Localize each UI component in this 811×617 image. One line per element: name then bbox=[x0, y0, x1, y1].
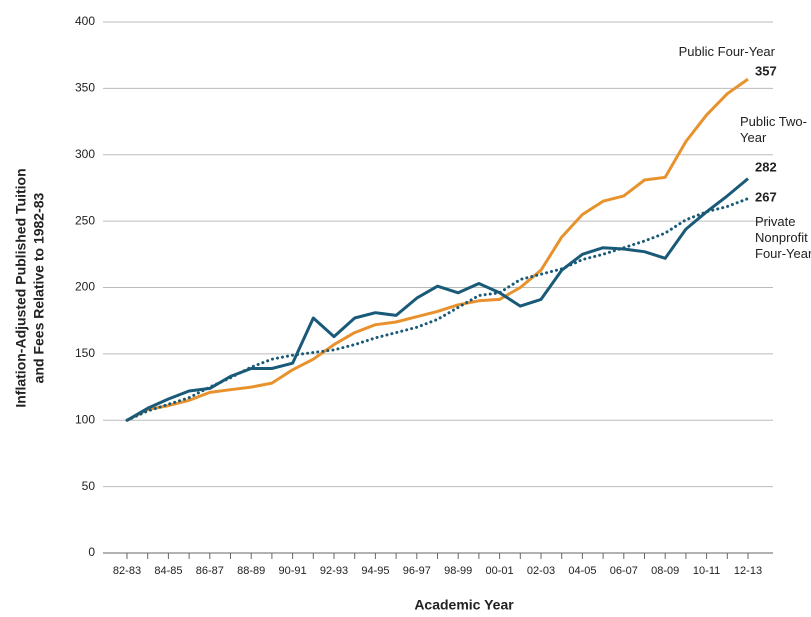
series-line bbox=[125, 197, 750, 422]
series-label: Private Nonprofit Four-Year bbox=[755, 214, 811, 261]
series-label: Public Four-Year bbox=[678, 44, 775, 59]
y-axis-label-line: and Fees Relative to 1982-83 bbox=[31, 192, 47, 383]
x-tick-label: 02-03 bbox=[527, 565, 555, 577]
series-line bbox=[126, 177, 749, 422]
y-tick-label: 250 bbox=[75, 213, 95, 227]
x-tick-label: 00-01 bbox=[486, 565, 514, 577]
x-tick-label: 84-85 bbox=[154, 565, 182, 577]
x-tick-label: 90-91 bbox=[279, 565, 307, 577]
y-tick-label: 150 bbox=[75, 346, 95, 360]
y-tick-label: 350 bbox=[75, 81, 95, 95]
x-tick-label: 10-11 bbox=[693, 565, 720, 577]
x-tick-label: 96-97 bbox=[403, 565, 431, 577]
end-value-label: 267 bbox=[755, 189, 777, 204]
y-tick-label: 400 bbox=[75, 14, 95, 28]
y-tick-label: 0 bbox=[88, 545, 95, 559]
y-axis-label: Inflation-Adjusted Published Tuition and… bbox=[13, 168, 47, 407]
x-tick-label: 06-07 bbox=[610, 565, 638, 577]
x-tick-label: 92-93 bbox=[320, 565, 348, 577]
x-tick-label: 94-95 bbox=[361, 565, 389, 577]
x-tick-label: 86-87 bbox=[196, 565, 224, 577]
end-value-label: 357 bbox=[755, 63, 777, 78]
end-value-label: 282 bbox=[755, 159, 777, 174]
x-tick-label: 98-99 bbox=[444, 565, 472, 577]
x-tick-label: 88-89 bbox=[237, 565, 265, 577]
y-tick-label: 300 bbox=[75, 147, 95, 161]
y-axis-label-line: Inflation-Adjusted Published Tuition bbox=[13, 168, 29, 407]
x-tick-label: 04-05 bbox=[568, 565, 596, 577]
series-label: Public Two-Year bbox=[740, 114, 807, 145]
x-tick-label: 82-83 bbox=[113, 565, 141, 577]
series-line bbox=[126, 77, 749, 422]
y-tick-label: 100 bbox=[75, 412, 95, 426]
y-tick-label: 200 bbox=[75, 280, 95, 294]
y-tick-label: 50 bbox=[82, 479, 96, 493]
x-axis-label: Academic Year bbox=[414, 597, 514, 613]
x-tick-label: 12-13 bbox=[734, 565, 762, 577]
x-tick-label: 08-09 bbox=[651, 565, 679, 577]
